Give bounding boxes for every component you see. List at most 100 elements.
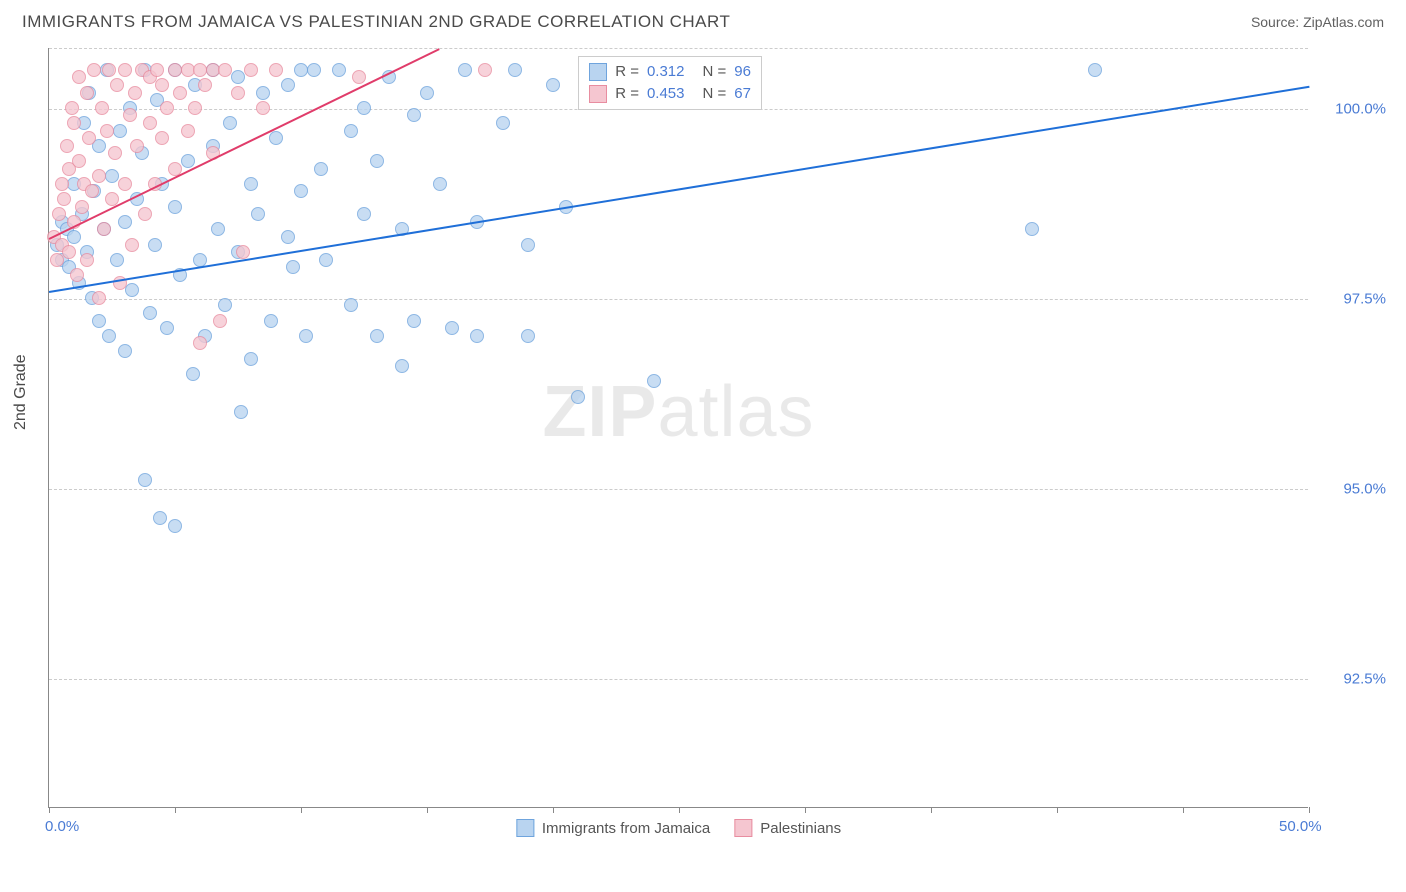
- scatter-point-jamaica: [344, 298, 358, 312]
- scatter-point-jamaica: [113, 124, 127, 138]
- scatter-point-jamaica: [647, 374, 661, 388]
- scatter-point-jamaica: [307, 63, 321, 77]
- scatter-point-palestinian: [100, 124, 114, 138]
- scatter-point-jamaica: [407, 314, 421, 328]
- scatter-point-palestinian: [198, 78, 212, 92]
- gridline-h: [49, 48, 1308, 49]
- scatter-point-jamaica: [269, 131, 283, 145]
- scatter-point-jamaica: [160, 321, 174, 335]
- n-value: 67: [734, 85, 751, 102]
- scatter-point-palestinian: [118, 177, 132, 191]
- scatter-point-palestinian: [118, 63, 132, 77]
- scatter-point-jamaica: [319, 253, 333, 267]
- watermark: ZIPatlas: [542, 371, 814, 453]
- scatter-point-palestinian: [352, 70, 366, 84]
- scatter-point-jamaica: [186, 367, 200, 381]
- scatter-point-jamaica: [357, 207, 371, 221]
- gridline-h: [49, 299, 1308, 300]
- scatter-point-jamaica: [118, 344, 132, 358]
- x-tick-mark: [679, 807, 680, 813]
- trend-line-jamaica: [49, 86, 1309, 293]
- y-tick-label: 97.5%: [1343, 290, 1386, 307]
- scatter-point-jamaica: [110, 253, 124, 267]
- scatter-point-palestinian: [62, 245, 76, 259]
- stats-row-jamaica: R =0.312N =96: [589, 61, 751, 83]
- scatter-point-jamaica: [546, 78, 560, 92]
- scatter-point-palestinian: [67, 116, 81, 130]
- scatter-point-palestinian: [55, 177, 69, 191]
- scatter-point-palestinian: [155, 131, 169, 145]
- scatter-point-jamaica: [357, 101, 371, 115]
- header: IMMIGRANTS FROM JAMAICA VS PALESTINIAN 2…: [0, 0, 1406, 40]
- scatter-point-jamaica: [521, 329, 535, 343]
- scatter-point-palestinian: [150, 63, 164, 77]
- scatter-point-palestinian: [52, 207, 66, 221]
- scatter-point-palestinian: [102, 63, 116, 77]
- scatter-point-palestinian: [97, 222, 111, 236]
- n-value: 96: [734, 63, 751, 80]
- y-axis-label: 2nd Grade: [12, 354, 30, 430]
- scatter-point-jamaica: [181, 154, 195, 168]
- scatter-point-palestinian: [138, 207, 152, 221]
- scatter-point-jamaica: [234, 405, 248, 419]
- scatter-point-jamaica: [508, 63, 522, 77]
- scatter-point-palestinian: [125, 238, 139, 252]
- scatter-point-jamaica: [299, 329, 313, 343]
- x-tick-mark: [427, 807, 428, 813]
- scatter-point-jamaica: [458, 63, 472, 77]
- series-legend: Immigrants from Jamaica Palestinians: [516, 819, 841, 837]
- r-value: 0.312: [647, 63, 685, 80]
- scatter-point-palestinian: [173, 86, 187, 100]
- scatter-point-palestinian: [231, 86, 245, 100]
- r-label: R =: [615, 85, 639, 102]
- legend-item-jamaica: Immigrants from Jamaica: [516, 819, 710, 837]
- scatter-point-jamaica: [251, 207, 265, 221]
- scatter-point-jamaica: [314, 162, 328, 176]
- scatter-point-jamaica: [168, 519, 182, 533]
- scatter-point-jamaica: [1088, 63, 1102, 77]
- scatter-point-jamaica: [281, 78, 295, 92]
- scatter-point-palestinian: [110, 78, 124, 92]
- scatter-point-palestinian: [72, 154, 86, 168]
- legend-swatch: [589, 63, 607, 81]
- scatter-point-palestinian: [72, 70, 86, 84]
- scatter-point-jamaica: [370, 154, 384, 168]
- chart-title: IMMIGRANTS FROM JAMAICA VS PALESTINIAN 2…: [22, 12, 730, 32]
- scatter-point-palestinian: [123, 108, 137, 122]
- scatter-point-palestinian: [478, 63, 492, 77]
- scatter-point-jamaica: [286, 260, 300, 274]
- scatter-point-palestinian: [256, 101, 270, 115]
- scatter-point-jamaica: [344, 124, 358, 138]
- legend-label: Palestinians: [760, 820, 841, 837]
- scatter-point-palestinian: [65, 101, 79, 115]
- r-value: 0.453: [647, 85, 685, 102]
- scatter-point-palestinian: [60, 139, 74, 153]
- n-label: N =: [703, 63, 727, 80]
- y-tick-label: 100.0%: [1335, 100, 1386, 117]
- y-tick-label: 92.5%: [1343, 670, 1386, 687]
- scatter-point-jamaica: [281, 230, 295, 244]
- scatter-point-jamaica: [521, 238, 535, 252]
- x-tick-label: 0.0%: [45, 818, 79, 835]
- x-tick-mark: [301, 807, 302, 813]
- scatter-point-jamaica: [370, 329, 384, 343]
- scatter-point-palestinian: [75, 200, 89, 214]
- scatter-point-palestinian: [188, 101, 202, 115]
- n-label: N =: [703, 85, 727, 102]
- scatter-point-jamaica: [244, 352, 258, 366]
- scatter-point-palestinian: [92, 169, 106, 183]
- scatter-point-jamaica: [433, 177, 447, 191]
- scatter-point-palestinian: [155, 78, 169, 92]
- scatter-point-palestinian: [244, 63, 258, 77]
- x-tick-mark: [175, 807, 176, 813]
- scatter-point-palestinian: [95, 101, 109, 115]
- scatter-point-jamaica: [148, 238, 162, 252]
- scatter-point-jamaica: [420, 86, 434, 100]
- x-tick-label: 50.0%: [1279, 818, 1322, 835]
- scatter-point-jamaica: [223, 116, 237, 130]
- x-tick-mark: [49, 807, 50, 813]
- scatter-point-jamaica: [125, 283, 139, 297]
- scatter-point-palestinian: [218, 63, 232, 77]
- legend-label: Immigrants from Jamaica: [542, 820, 710, 837]
- gridline-h: [49, 489, 1308, 490]
